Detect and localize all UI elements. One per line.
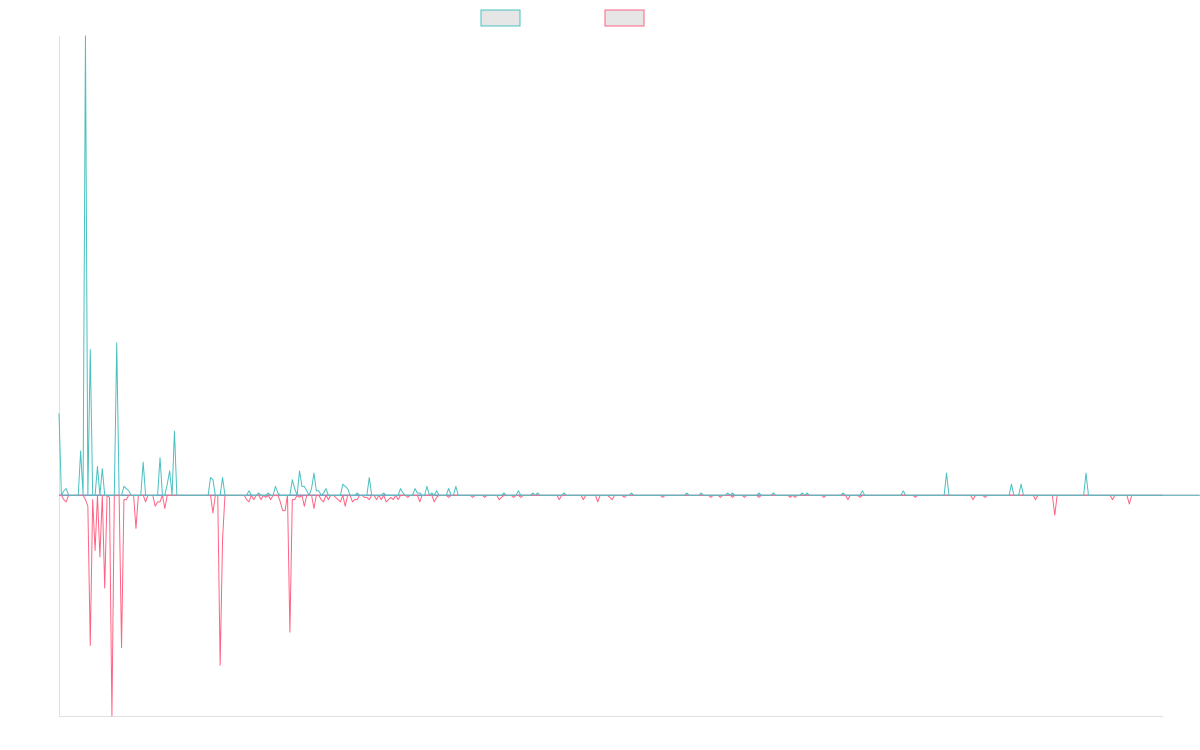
legend-swatch-series-b[interactable]	[604, 9, 645, 27]
series-line-series-b[interactable]	[59, 494, 1200, 717]
legend	[480, 9, 645, 27]
series-line-series-a[interactable]	[58, 35, 1200, 496]
legend-swatch-series-a[interactable]	[480, 9, 521, 27]
